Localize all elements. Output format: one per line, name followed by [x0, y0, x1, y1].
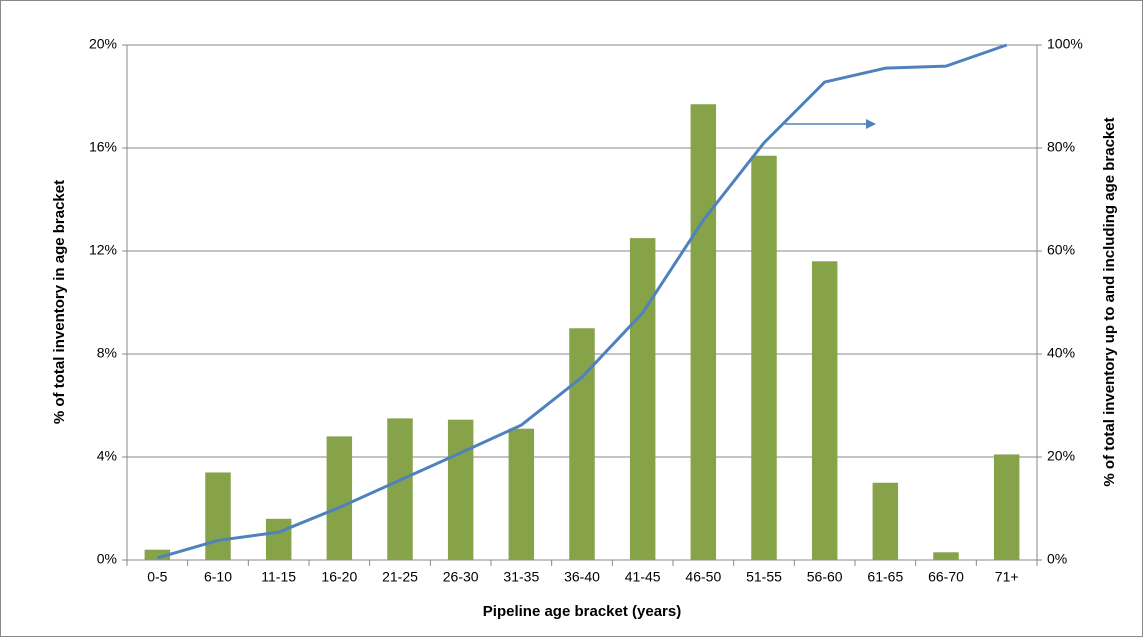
x-tick-label: 61-65: [867, 569, 903, 585]
x-tick-label: 0-5: [147, 569, 167, 585]
bar: [569, 328, 595, 560]
y2-tick-label: 60%: [1047, 242, 1075, 258]
y2-tick-label: 40%: [1047, 345, 1075, 361]
bar: [751, 155, 777, 560]
line: [156, 43, 1008, 560]
bar: [993, 454, 1020, 560]
x-tick-label: 26-30: [443, 569, 479, 585]
x-tick-label: 6-10: [204, 569, 232, 585]
x-tick-label: 21-25: [382, 569, 418, 585]
x-tick-label: 41-45: [625, 569, 661, 585]
x-tick-label: 36-40: [564, 569, 600, 585]
bar: [690, 104, 717, 560]
y2-tick-label: 20%: [1047, 448, 1075, 464]
bar: [933, 552, 959, 560]
x-axis-title: Pipeline age bracket (years): [483, 603, 681, 620]
bar: [447, 419, 474, 560]
bar: [629, 238, 656, 560]
x-tick-label: 16-20: [321, 569, 357, 585]
bar: [205, 472, 231, 560]
bar: [326, 436, 353, 560]
y-tick-label: 20%: [89, 36, 117, 52]
y2-axis-title: % of total inventory up to and including…: [1101, 117, 1118, 486]
x-tick-label: 46-50: [685, 569, 721, 585]
bar: [265, 518, 292, 560]
y-tick-label: 16%: [89, 139, 117, 155]
x-tick-label: 51-55: [746, 569, 782, 585]
x-tick-label: 11-15: [261, 569, 296, 585]
bar: [508, 428, 535, 560]
bar: [144, 549, 171, 560]
y-tick-label: 0%: [97, 551, 117, 567]
x-tick-label: 56-60: [807, 569, 843, 585]
y-axis-title: % of total inventory in age bracket: [51, 180, 68, 424]
bar: [811, 261, 838, 560]
y-tick-label: 4%: [97, 448, 117, 464]
x-tick-label: 66-70: [928, 569, 964, 585]
x-tick-label: 71+: [995, 569, 1019, 585]
bar: [872, 482, 899, 560]
y-tick-label: 8%: [97, 345, 117, 361]
x-tick-label: 31-35: [503, 569, 539, 585]
y2-tick-label: 0%: [1047, 551, 1067, 567]
bar: [387, 418, 413, 560]
y2-tick-label: 80%: [1047, 139, 1075, 155]
annotation-arrow: [785, 119, 876, 129]
y2-tick-label: 100%: [1047, 36, 1083, 52]
y-tick-label: 12%: [89, 242, 117, 258]
